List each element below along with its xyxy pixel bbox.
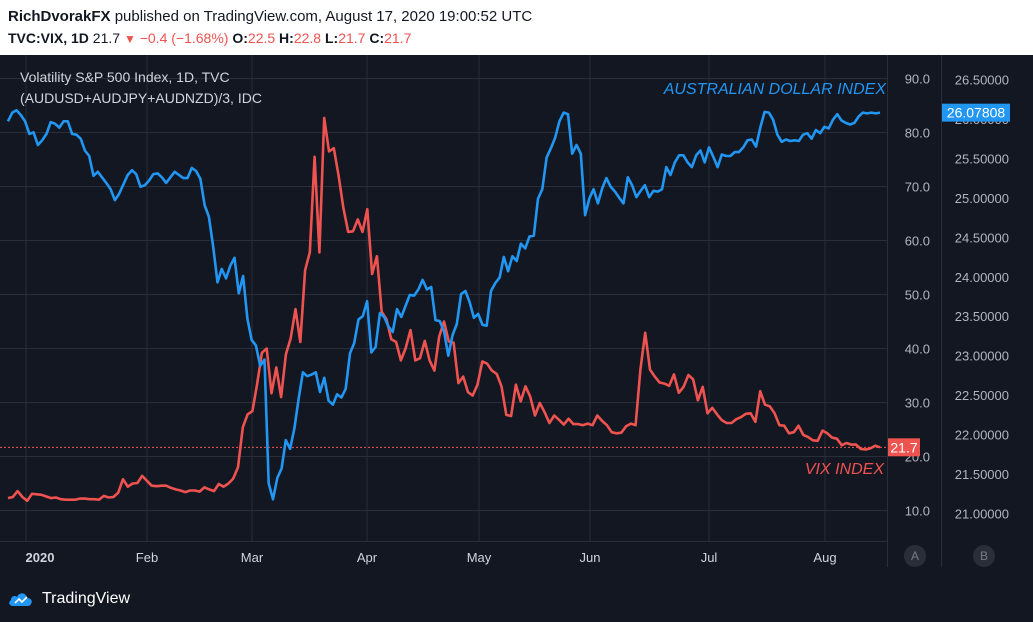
time-axis-border xyxy=(0,541,887,542)
publish-info: published on TradingView.com, August 17,… xyxy=(114,8,533,25)
high-value: 22.8 xyxy=(293,30,322,46)
right-axis-tick-label: 21.50000 xyxy=(955,467,1009,482)
vix-annotation: VIX INDEX xyxy=(805,461,885,478)
left-axis-tick-label: 90.0 xyxy=(905,72,930,87)
left-axis-tick-label: 60.0 xyxy=(905,234,930,249)
right-axis-tick-label: 22.00000 xyxy=(955,428,1009,443)
grid xyxy=(0,55,887,541)
vix-price-tag-text: 21.7 xyxy=(890,439,917,455)
publish-line: RichDvorakFX published on TradingView.co… xyxy=(8,8,532,25)
price-tags: 21.7 26.07808 xyxy=(888,103,1010,457)
tradingview-logo[interactable]: TradingView xyxy=(8,589,130,609)
symbol-label: TVC:VIX, 1D xyxy=(8,30,89,46)
close-value: 21.7 xyxy=(384,30,412,46)
left-axis-tick-label: 50.0 xyxy=(905,288,930,303)
chart-area[interactable]: 90.080.070.060.050.040.030.020.010.0 26.… xyxy=(0,55,1033,622)
right-price-axis[interactable]: 26.5000026.0000025.5000025.0000024.50000… xyxy=(955,73,1009,522)
vix-price-tag xyxy=(888,438,920,457)
time-axis-tick-label: May xyxy=(467,550,492,565)
aud-annotation: AUSTRALIAN DOLLAR INDEX xyxy=(663,81,888,98)
open-label: O: xyxy=(232,30,248,46)
pane-a-button[interactable]: A xyxy=(904,545,926,567)
time-axis[interactable]: 2020 Feb Mar Apr May Jun Jul Aug xyxy=(26,550,837,565)
open-value: 22.5 xyxy=(247,30,276,46)
ohlc-line: TVC:VIX, 1D 21.7 ▼ −0.4 (−1.68%) O:22.5 … xyxy=(8,30,411,46)
left-price-axis[interactable]: 90.080.070.060.050.040.030.020.010.0 xyxy=(905,72,930,519)
brand-name: TradingView xyxy=(42,590,131,607)
low-label: L: xyxy=(324,30,339,46)
left-axis-tick-label: 30.0 xyxy=(905,396,930,411)
left-axis-tick-label: 70.0 xyxy=(905,180,930,195)
right-axis-tick-label: 23.50000 xyxy=(955,309,1009,324)
aud-price-tag xyxy=(942,103,1010,122)
time-axis-tick-label: Feb xyxy=(136,550,158,565)
right-axis-tick-label: 24.50000 xyxy=(955,230,1009,245)
time-axis-tick-label: Aug xyxy=(813,550,836,565)
author-name[interactable]: RichDvorakFX xyxy=(8,8,111,25)
vix-series-line xyxy=(7,116,881,503)
legend-vix[interactable]: Volatility S&P 500 Index, 1D, TVC xyxy=(20,69,230,85)
right-axis-tick-label: 25.00000 xyxy=(955,191,1009,206)
right-axis-tick-label: 22.50000 xyxy=(955,388,1009,403)
pane-b-button[interactable]: B xyxy=(973,545,995,567)
price-change: −0.4 (−1.68%) xyxy=(139,30,229,46)
down-arrow-icon: ▼ xyxy=(123,32,136,46)
publish-header: RichDvorakFX published on TradingView.co… xyxy=(0,0,1033,55)
time-axis-tick-label: Jun xyxy=(580,550,601,565)
time-axis-tick-label: 2020 xyxy=(26,550,55,565)
right-axis-tick-label: 26.50000 xyxy=(955,73,1009,88)
time-axis-tick-label: Mar xyxy=(241,550,264,565)
left-axis-tick-label: 80.0 xyxy=(905,126,930,141)
right-axis-tick-label: 25.50000 xyxy=(955,151,1009,166)
time-axis-tick-label: Jul xyxy=(701,550,718,565)
left-axis-tick-label: 10.0 xyxy=(905,504,930,519)
close-label: C: xyxy=(369,30,385,46)
right-axis-tick-label: 23.00000 xyxy=(955,349,1009,364)
right-axis-border xyxy=(941,55,942,567)
aud-price-tag-text: 26.07808 xyxy=(947,105,1006,121)
left-axis-tick-label: 40.0 xyxy=(905,342,930,357)
right-axis-tick-label: 21.00000 xyxy=(955,507,1009,522)
high-label: H: xyxy=(279,30,294,46)
left-axis-border xyxy=(887,55,888,567)
tradingview-cloud-icon xyxy=(9,593,32,606)
right-axis-tick-label: 24.00000 xyxy=(955,270,1009,285)
series-group xyxy=(6,109,881,503)
time-axis-tick-label: Apr xyxy=(357,550,378,565)
last-price: 21.7 xyxy=(92,30,121,46)
legend-aud[interactable]: (AUDUSD+AUDJPY+AUDNZD)/3, IDC xyxy=(20,90,262,106)
aud-series-line xyxy=(6,109,881,501)
low-value: 21.7 xyxy=(338,30,366,46)
